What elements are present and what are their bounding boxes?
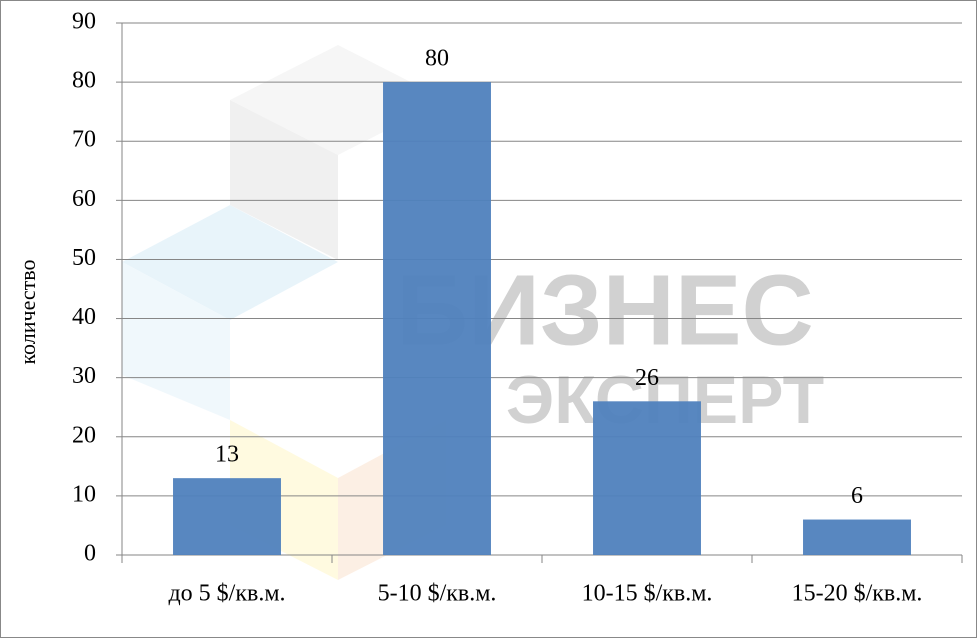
x-tick-label: до 5 $/кв.м. xyxy=(168,581,285,607)
y-axis-label: количество xyxy=(15,259,40,364)
bar xyxy=(593,401,701,555)
bar xyxy=(803,519,911,555)
data-label: 26 xyxy=(635,365,659,391)
y-tick-label: 10 xyxy=(72,481,96,507)
y-tick-label: 60 xyxy=(72,186,96,212)
bar xyxy=(383,82,491,555)
y-tick-label: 90 xyxy=(72,9,96,35)
x-tick-label: 10-15 $/кв.м. xyxy=(582,581,713,607)
data-label: 6 xyxy=(851,483,863,509)
y-tick-label: 50 xyxy=(72,245,96,271)
bar xyxy=(173,478,281,555)
y-tick-label: 80 xyxy=(72,68,96,94)
data-label: 80 xyxy=(425,46,449,72)
y-tick-label: 40 xyxy=(72,304,96,330)
y-tick-label: 70 xyxy=(72,127,96,153)
watermark-shapes xyxy=(122,45,446,580)
x-tick-label: 15-20 $/кв.м. xyxy=(792,581,923,607)
y-tick-label: 0 xyxy=(84,541,96,567)
x-tick-label: 5-10 $/кв.м. xyxy=(378,581,497,607)
y-tick-label: 30 xyxy=(72,363,96,389)
data-label: 13 xyxy=(215,442,239,468)
y-tick-label: 20 xyxy=(72,422,96,448)
